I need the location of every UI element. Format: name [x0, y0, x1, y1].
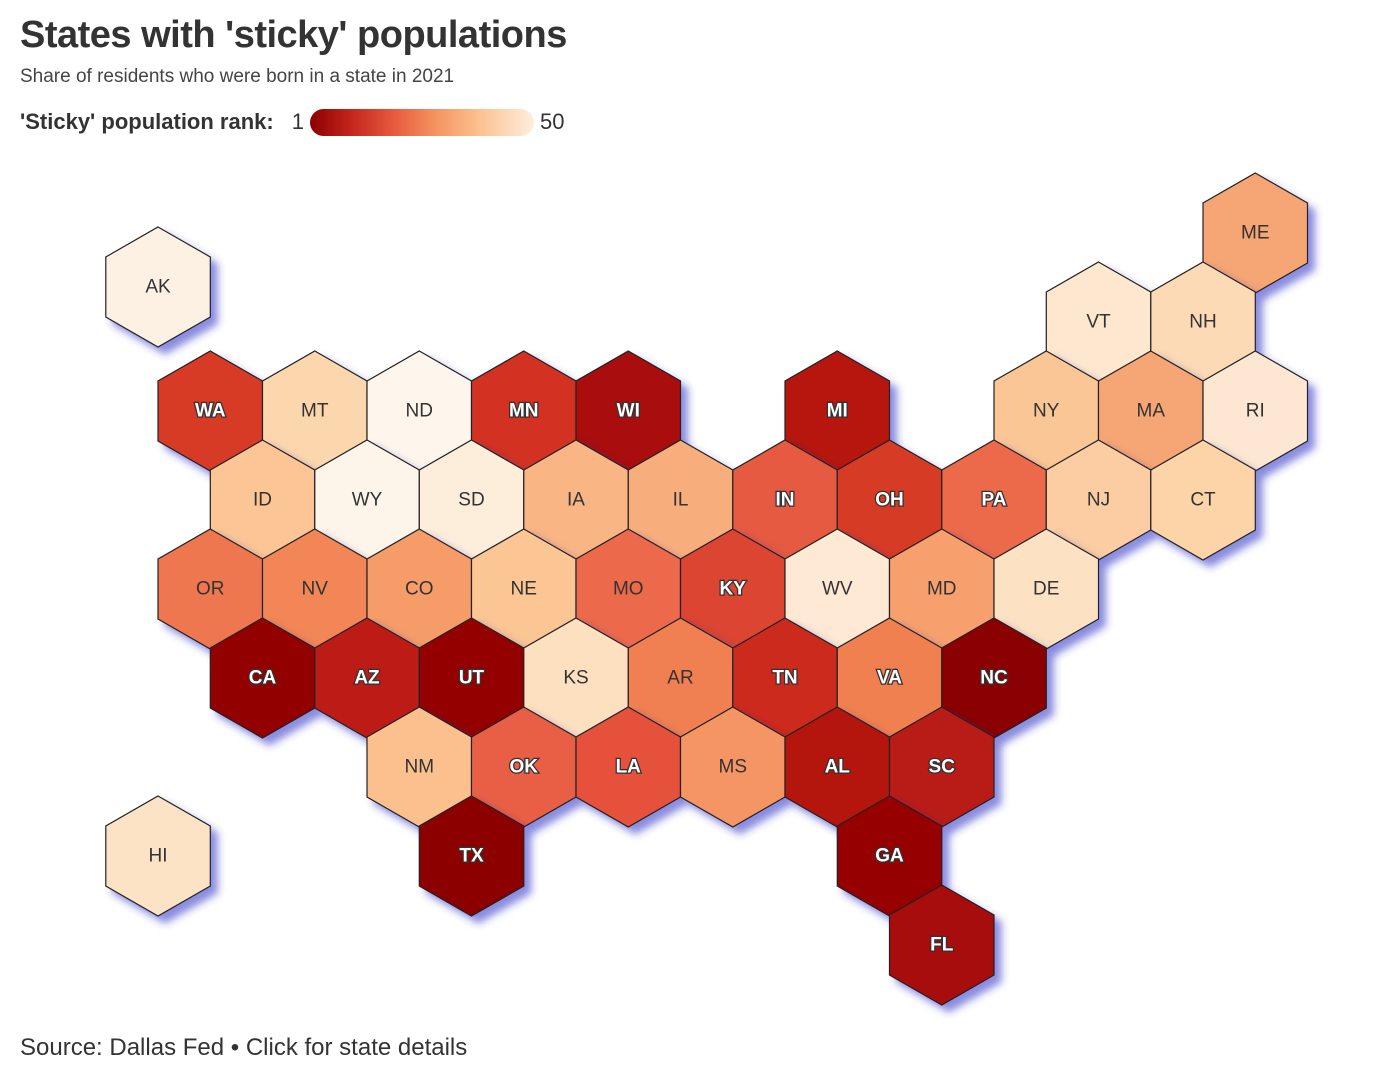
source-note: Source: Dallas Fed • Click for state det…: [20, 1034, 468, 1061]
legend-label: 'Sticky' population rank:: [20, 109, 274, 134]
state-hex-shape[interactable]: [1150, 439, 1256, 561]
legend-max-value: 50: [539, 109, 565, 134]
legend-min-value: 1: [291, 109, 304, 134]
state-hex-shape[interactable]: [105, 795, 211, 917]
state-hex-shape[interactable]: [418, 795, 525, 917]
state-hex-hi[interactable]: HI: [105, 795, 211, 917]
chart-subtitle: Share of residents who were born in a st…: [20, 66, 455, 87]
chart-title: States with 'sticky' populations: [20, 14, 567, 56]
state-hex-shape[interactable]: [105, 226, 211, 348]
color-legend: 'Sticky' population rank: 1 50: [20, 106, 564, 138]
state-hex-ak[interactable]: AK: [105, 226, 211, 348]
legend-color-ramp: [309, 108, 534, 136]
state-hex-shape[interactable]: [888, 884, 995, 1006]
